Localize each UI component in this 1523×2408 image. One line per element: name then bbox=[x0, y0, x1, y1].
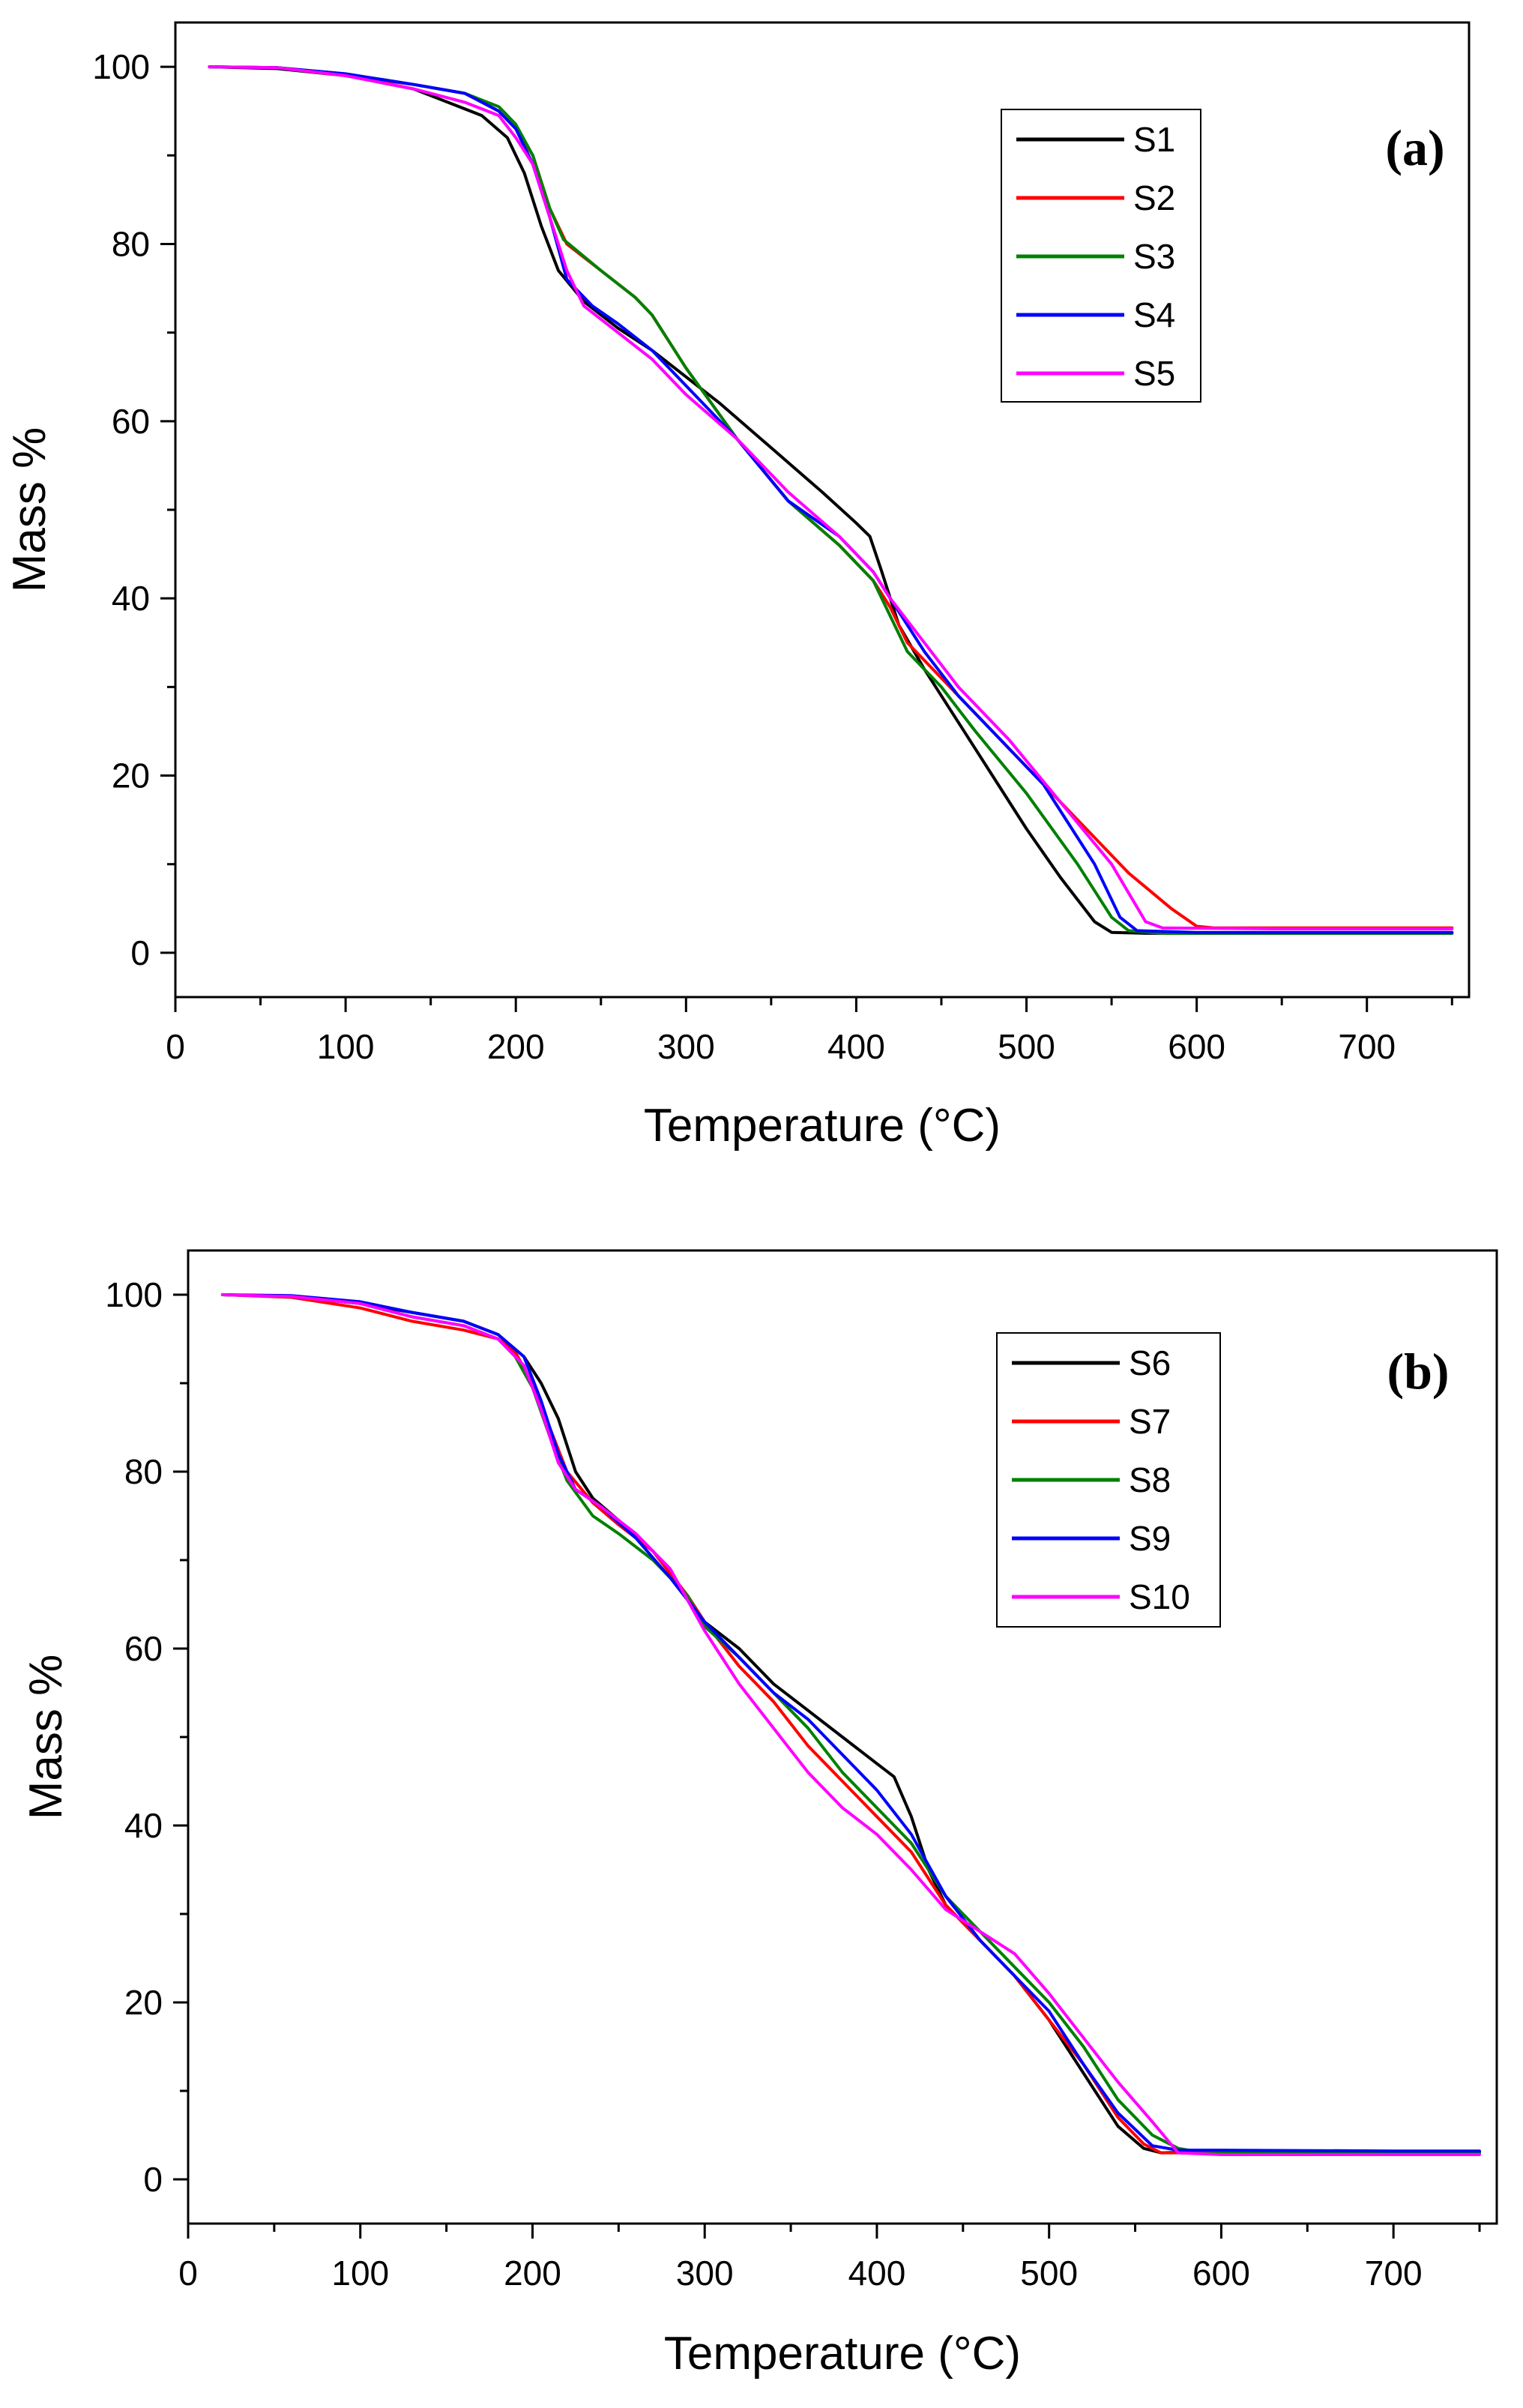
legend-label-s4: S4 bbox=[1133, 295, 1175, 334]
series-line-s2 bbox=[208, 65, 1454, 930]
x-tick-label: 300 bbox=[657, 1027, 715, 1066]
x-tick-label: 400 bbox=[848, 2254, 906, 2293]
y-tick-label: 0 bbox=[143, 2160, 163, 2199]
series-line-s5 bbox=[208, 65, 1454, 930]
x-tick-label: 700 bbox=[1365, 2254, 1423, 2293]
x-tick-label: 100 bbox=[317, 1027, 375, 1066]
legend: S1 S2 S3 S4 S5 bbox=[1001, 109, 1201, 403]
x-axis-title: Temperature (°C) bbox=[644, 1100, 1001, 1152]
series-line-s8 bbox=[220, 1293, 1481, 2155]
y-tick-label: 80 bbox=[124, 1452, 163, 1491]
legend-label-s8: S8 bbox=[1129, 1460, 1171, 1499]
chart-panel-a: 0 100 200 300 400 500 600 700 0 20 40 60 80 100 Temper… bbox=[4, 21, 1471, 1152]
x-tick-label: 700 bbox=[1338, 1027, 1396, 1066]
x-tick-label: 300 bbox=[676, 2254, 734, 2293]
y-tick-label: 20 bbox=[124, 1983, 163, 2022]
y-tick-label: 40 bbox=[112, 579, 150, 618]
x-tick-label: 500 bbox=[998, 1027, 1055, 1066]
x-tick-label: 100 bbox=[331, 2254, 389, 2293]
x-tick-label: 600 bbox=[1168, 1027, 1225, 1066]
panel-label: (a) bbox=[1385, 119, 1444, 176]
legend: S6 S7 S8 S9 S10 bbox=[996, 1332, 1221, 1628]
x-tick-label: 400 bbox=[827, 1027, 885, 1066]
series-line-s6 bbox=[220, 1293, 1481, 2155]
y-tick-label: 80 bbox=[112, 224, 150, 263]
legend-label-s2: S2 bbox=[1133, 178, 1175, 217]
series-line-s7 bbox=[220, 1293, 1481, 2155]
legend-label-s3: S3 bbox=[1133, 237, 1175, 276]
series-line-s1 bbox=[208, 65, 1454, 935]
x-axis-title: Temperature (°C) bbox=[664, 2328, 1021, 2380]
panel-label: (b) bbox=[1387, 1343, 1449, 1400]
y-tick-label: 100 bbox=[92, 47, 150, 86]
legend-label-s6: S6 bbox=[1129, 1343, 1171, 1382]
chart-panel-b: 0 100 200 300 400 500 600 700 0 20 40 60 80 100 Temper… bbox=[20, 1249, 1498, 2380]
legend-label-s7: S7 bbox=[1129, 1402, 1171, 1441]
y-tick-label: 40 bbox=[124, 1806, 163, 1845]
x-tick-label: 0 bbox=[178, 2254, 198, 2293]
series-line-s10 bbox=[220, 1293, 1481, 2156]
x-tick-label: 200 bbox=[504, 2254, 561, 2293]
y-tick-label: 100 bbox=[105, 1275, 163, 1314]
x-tick-label: 0 bbox=[166, 1027, 185, 1066]
y-tick-label: 60 bbox=[112, 402, 150, 441]
series-line-s9 bbox=[220, 1293, 1481, 2153]
legend-label-s1: S1 bbox=[1133, 120, 1175, 159]
y-tick-label: 60 bbox=[124, 1629, 163, 1668]
plot-frame bbox=[174, 21, 1471, 999]
x-tick-label: 500 bbox=[1020, 2254, 1078, 2293]
y-axis-title: Mass % bbox=[4, 427, 55, 592]
y-axis-title: Mass % bbox=[20, 1655, 72, 1819]
legend-label-s9: S9 bbox=[1129, 1519, 1171, 1558]
y-tick-label: 20 bbox=[112, 756, 150, 795]
y-tick-label: 0 bbox=[130, 933, 150, 972]
legend-label-s10: S10 bbox=[1129, 1577, 1190, 1616]
x-tick-label: 200 bbox=[487, 1027, 545, 1066]
legend-label-s5: S5 bbox=[1133, 354, 1175, 393]
x-tick-label: 600 bbox=[1192, 2254, 1250, 2293]
